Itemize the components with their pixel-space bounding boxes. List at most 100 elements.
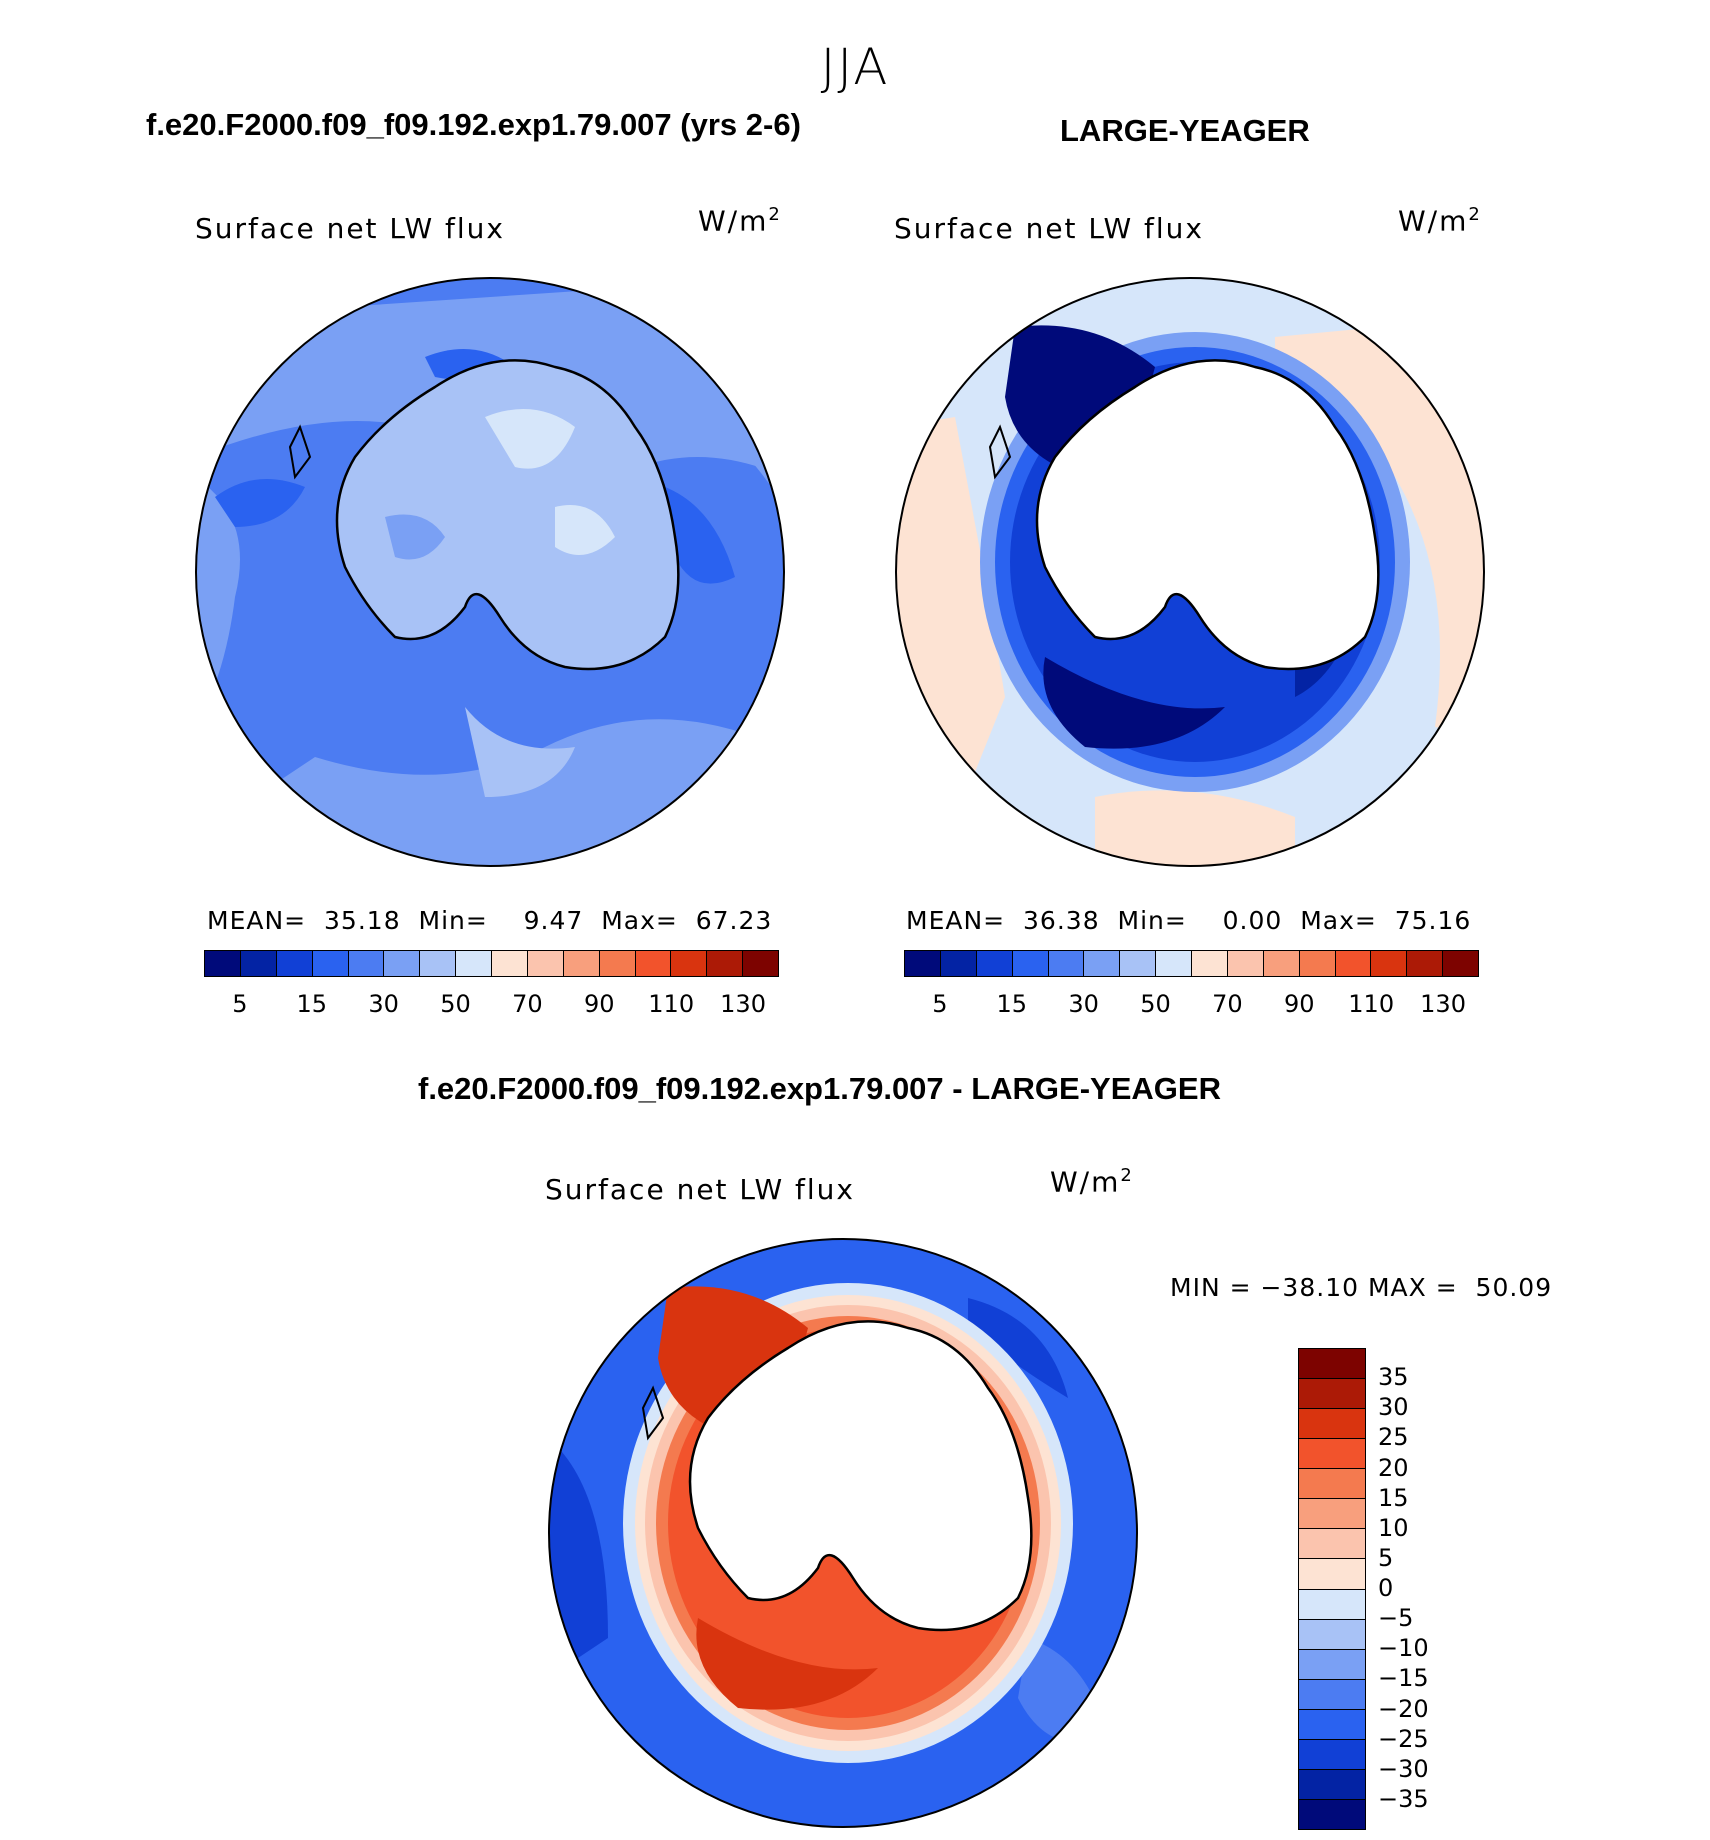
colorbar-swatch xyxy=(1299,1709,1365,1740)
colorbar-tick-label: −35 xyxy=(1378,1784,1429,1813)
colorbar-swatch xyxy=(456,951,492,976)
colorbar-tick-label: 10 xyxy=(1378,1513,1409,1542)
colorbar-swatch xyxy=(1299,951,1336,976)
colorbar-swatch xyxy=(1227,951,1264,976)
panel1-polar-map xyxy=(195,277,785,867)
colorbar-swatch xyxy=(1048,951,1085,976)
colorbar-tick-label: −10 xyxy=(1378,1634,1429,1663)
colorbar-swatch xyxy=(384,951,421,976)
colorbar-swatch xyxy=(1299,1469,1365,1500)
colorbar-tick-label: 90 xyxy=(584,990,615,1018)
panel2-title: LARGE-YEAGER xyxy=(1060,113,1310,148)
colorbar-tick-label: 50 xyxy=(1140,990,1171,1018)
colorbar-swatch xyxy=(348,951,385,976)
panel1-title: f.e20.F2000.f09_f09.192.exp1.79.007 (yrs… xyxy=(146,107,801,142)
colorbar-tick-label: 15 xyxy=(996,990,1028,1018)
panel1-colorbar xyxy=(204,950,779,977)
panel2-polar-map xyxy=(895,277,1485,867)
colorbar-swatch xyxy=(276,951,313,976)
colorbar-swatch xyxy=(1299,1499,1365,1530)
colorbar-swatch xyxy=(1299,1769,1365,1800)
diff-variable-label: Surface net LW flux xyxy=(545,1173,855,1206)
colorbar-swatch xyxy=(707,951,744,976)
colorbar-swatch xyxy=(1299,1619,1365,1650)
colorbar-swatch xyxy=(527,951,564,976)
colorbar-tick-label: 5 xyxy=(1378,1543,1394,1572)
colorbar-tick-label: 90 xyxy=(1284,990,1315,1018)
colorbar-swatch xyxy=(563,951,600,976)
diff-colorbar-ticks: 35 30 25 20 15 10 5 0 −5 −10 −15 −20 −25 −30 −35 xyxy=(1378,1348,1498,1830)
colorbar-swatch xyxy=(240,951,277,976)
colorbar-tick-label: 20 xyxy=(1378,1453,1409,1482)
colorbar-tick-label: 70 xyxy=(512,990,543,1018)
panel1-variable-label: Surface net LW flux xyxy=(195,212,505,245)
colorbar-tick-label: −15 xyxy=(1378,1664,1429,1693)
colorbar-swatch xyxy=(1443,951,1478,976)
panel2-stats: MEAN= 36.38 Min= 0.00 Max= 75.16 xyxy=(906,906,1472,935)
diff-minmax: MIN = −38.10 MAX = 50.09 xyxy=(1170,1273,1553,1302)
colorbar-tick-label: −30 xyxy=(1378,1754,1429,1783)
colorbar-swatch xyxy=(743,951,778,976)
colorbar-swatch xyxy=(1299,1679,1365,1710)
panel1-stats: MEAN= 35.18 Min= 9.47 Max= 67.23 xyxy=(207,906,773,935)
panel2-variable-label: Surface net LW flux xyxy=(894,212,1204,245)
colorbar-tick-label: 25 xyxy=(1378,1423,1409,1452)
colorbar-swatch xyxy=(1299,1799,1365,1829)
colorbar-swatch xyxy=(1407,951,1444,976)
colorbar-swatch xyxy=(1299,1349,1365,1380)
colorbar-tick-label: 30 xyxy=(1378,1393,1409,1422)
colorbar-swatch xyxy=(1299,1649,1365,1680)
colorbar-tick-label: 110 xyxy=(648,990,695,1018)
colorbar-tick-label: −20 xyxy=(1378,1694,1429,1723)
diff-colorbar xyxy=(1298,1348,1366,1830)
colorbar-swatch xyxy=(976,951,1013,976)
colorbar-swatch xyxy=(1192,951,1228,976)
colorbar-swatch xyxy=(1299,1589,1365,1620)
colorbar-swatch xyxy=(1156,951,1192,976)
colorbar-swatch xyxy=(1084,951,1121,976)
colorbar-tick-label: 35 xyxy=(1378,1363,1409,1392)
colorbar-tick-label: 50 xyxy=(440,990,471,1018)
colorbar-tick-label: 5 xyxy=(932,990,948,1018)
colorbar-swatch xyxy=(205,951,241,976)
colorbar-swatch xyxy=(1299,1529,1365,1560)
colorbar-swatch xyxy=(1299,1439,1365,1470)
colorbar-swatch xyxy=(492,951,528,976)
colorbar-swatch xyxy=(1299,1559,1365,1590)
diff-units: W/m2 xyxy=(1050,1165,1134,1199)
colorbar-tick-label: 5 xyxy=(232,990,248,1018)
colorbar-tick-label: 0 xyxy=(1378,1574,1394,1602)
colorbar-swatch xyxy=(671,951,708,976)
colorbar-swatch xyxy=(905,951,941,976)
colorbar-tick-label: 70 xyxy=(1212,990,1243,1018)
panel1-units: W/m2 xyxy=(698,204,782,238)
colorbar-swatch xyxy=(1299,1379,1365,1410)
colorbar-tick-label: −5 xyxy=(1378,1604,1414,1633)
panel2-colorbar xyxy=(904,950,1479,977)
panel2-colorbar-ticks: 5 15 30 50 70 90 110 130 xyxy=(904,990,1479,1020)
colorbar-swatch xyxy=(940,951,977,976)
colorbar-tick-label: 130 xyxy=(720,990,766,1018)
colorbar-swatch xyxy=(1299,1409,1365,1440)
panel2-units: W/m2 xyxy=(1398,204,1482,238)
colorbar-swatch xyxy=(1012,951,1049,976)
colorbar-swatch xyxy=(420,951,457,976)
season-title: JJA xyxy=(820,38,890,96)
colorbar-tick-label: 130 xyxy=(1420,990,1466,1018)
colorbar-tick-label: 15 xyxy=(1378,1483,1409,1512)
colorbar-tick-label: 15 xyxy=(296,990,328,1018)
colorbar-swatch xyxy=(312,951,349,976)
colorbar-swatch xyxy=(1371,951,1408,976)
colorbar-swatch xyxy=(1299,1739,1365,1770)
diff-polar-map xyxy=(548,1238,1138,1828)
colorbar-tick-label: 30 xyxy=(368,990,399,1018)
colorbar-swatch xyxy=(1120,951,1157,976)
colorbar-swatch xyxy=(635,951,672,976)
colorbar-tick-label: 30 xyxy=(1068,990,1099,1018)
diff-panel-title: f.e20.F2000.f09_f09.192.exp1.79.007 - LA… xyxy=(418,1071,1221,1106)
colorbar-swatch xyxy=(1263,951,1300,976)
colorbar-swatch xyxy=(599,951,636,976)
colorbar-tick-label: −25 xyxy=(1378,1724,1429,1753)
colorbar-tick-label: 110 xyxy=(1348,990,1395,1018)
panel1-colorbar-ticks: 5 15 30 50 70 90 110 130 xyxy=(204,990,779,1020)
